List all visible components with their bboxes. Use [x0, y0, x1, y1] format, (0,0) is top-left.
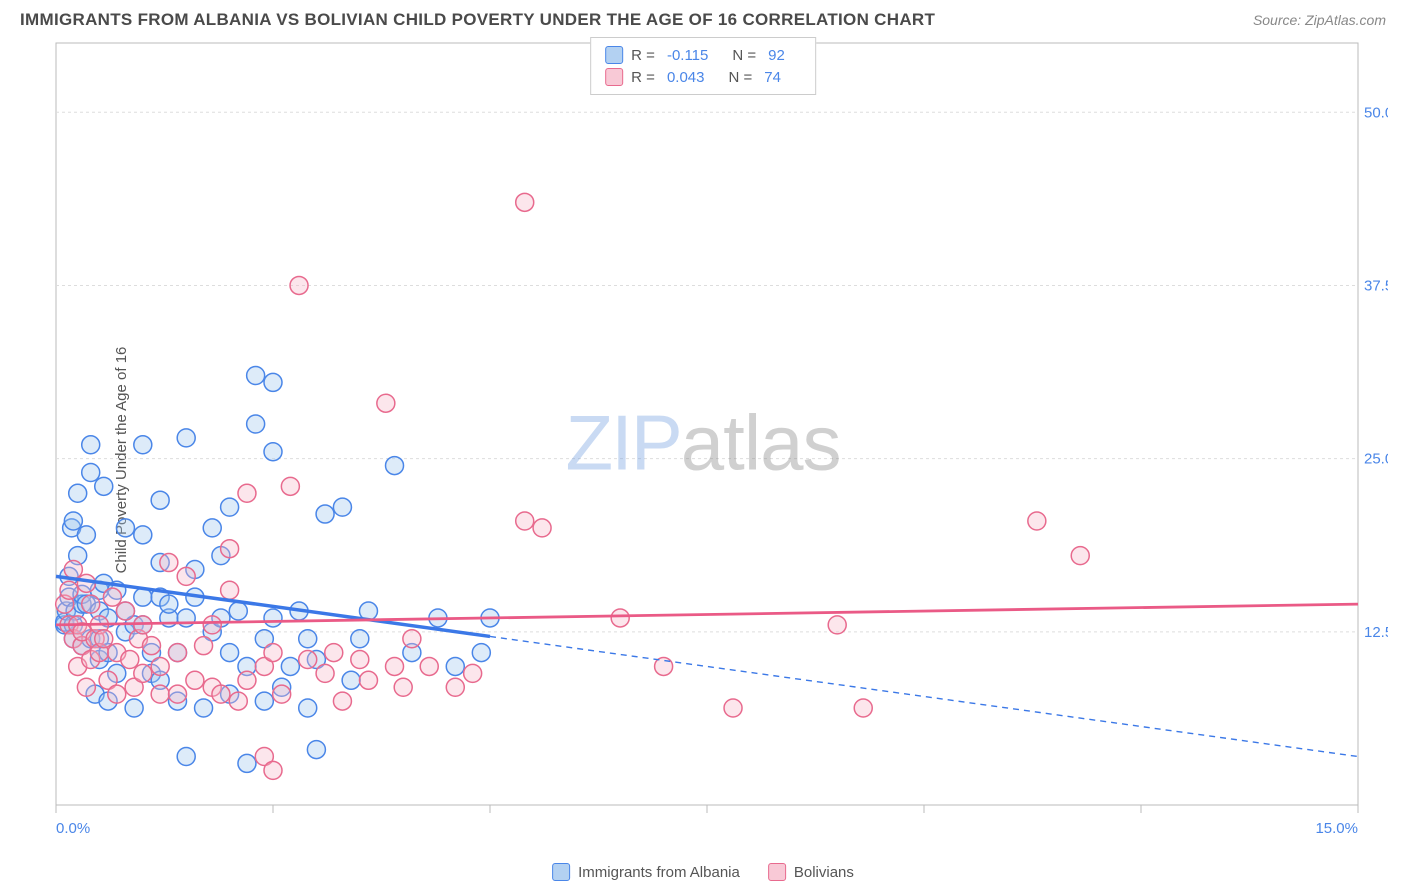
x-axis-legend: Immigrants from Albania Bolivians — [552, 863, 854, 881]
svg-text:0.0%: 0.0% — [56, 820, 90, 837]
svg-text:37.5%: 37.5% — [1364, 277, 1388, 294]
chart-header: IMMIGRANTS FROM ALBANIA VS BOLIVIAN CHIL… — [0, 0, 1406, 35]
chart-container: Child Poverty Under the Age of 16 12.5%2… — [0, 35, 1406, 885]
swatch-bolivia-bottom — [768, 863, 786, 881]
legend-item-bolivia: Bolivians — [768, 863, 854, 881]
svg-text:50.0%: 50.0% — [1364, 104, 1388, 121]
source-attribution: Source: ZipAtlas.com — [1253, 12, 1386, 28]
svg-text:15.0%: 15.0% — [1315, 820, 1358, 837]
scatter-plot: 12.5% 25.0% 37.5% 50.0% 0.0% 15.0% — [48, 35, 1388, 845]
swatch-bolivia — [605, 68, 623, 86]
chart-title: IMMIGRANTS FROM ALBANIA VS BOLIVIAN CHIL… — [20, 10, 935, 30]
svg-text:12.5%: 12.5% — [1364, 624, 1388, 641]
stats-row-albania: R =-0.115 N =92 — [605, 44, 801, 66]
swatch-albania — [605, 46, 623, 64]
stats-row-bolivia: R =0.043 N =74 — [605, 66, 801, 88]
stats-legend-box: R =-0.115 N =92 R =0.043 N =74 — [590, 37, 816, 95]
legend-item-albania: Immigrants from Albania — [552, 863, 740, 881]
swatch-albania-bottom — [552, 863, 570, 881]
svg-text:25.0%: 25.0% — [1364, 451, 1388, 468]
